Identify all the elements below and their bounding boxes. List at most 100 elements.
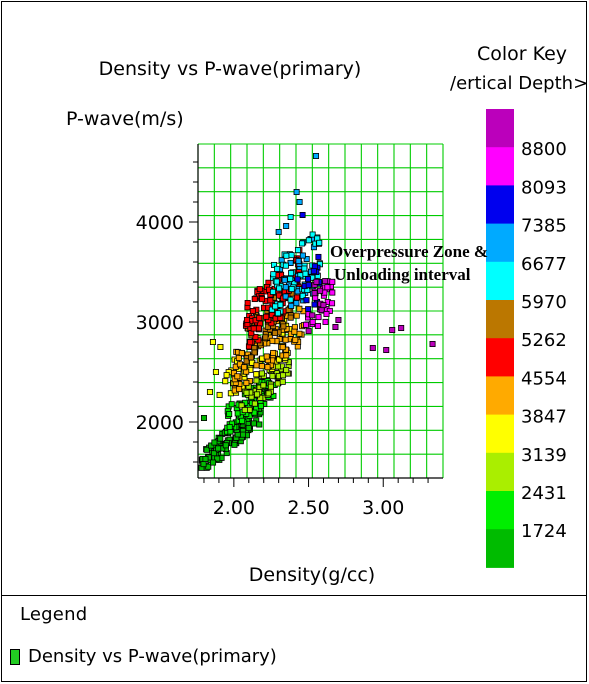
data-point bbox=[270, 349, 277, 356]
annotation-line-1: Overpressure Zone & bbox=[330, 242, 488, 261]
data-point bbox=[294, 247, 301, 254]
color-key-label: 8093 bbox=[521, 177, 567, 198]
data-point bbox=[210, 459, 217, 466]
data-point bbox=[305, 306, 312, 313]
data-point bbox=[251, 400, 258, 407]
data-point bbox=[253, 377, 260, 384]
annotation-line-2: Unloading interval bbox=[334, 265, 471, 284]
data-point bbox=[296, 305, 303, 312]
data-point bbox=[251, 296, 258, 303]
color-key-label: 2431 bbox=[521, 483, 567, 504]
data-point bbox=[315, 253, 322, 260]
legend-item: Density vs P-wave(primary) bbox=[10, 646, 277, 667]
data-point bbox=[273, 278, 280, 285]
color-key-label: 3847 bbox=[521, 407, 567, 428]
data-point bbox=[294, 276, 301, 283]
data-point bbox=[240, 431, 247, 438]
data-point bbox=[323, 310, 330, 317]
data-point bbox=[248, 354, 255, 361]
data-point bbox=[282, 284, 289, 291]
data-point bbox=[332, 323, 339, 330]
data-point bbox=[311, 263, 318, 270]
data-point bbox=[239, 417, 246, 424]
color-key-swatch bbox=[486, 529, 514, 568]
chart-title: Density vs P-wave(primary) bbox=[99, 58, 362, 80]
data-point bbox=[272, 303, 279, 310]
x-tick-label: 3.00 bbox=[362, 497, 404, 519]
x-tick-label: 2.50 bbox=[287, 497, 329, 519]
data-point bbox=[296, 198, 303, 205]
data-point bbox=[293, 312, 300, 319]
data-point bbox=[288, 286, 295, 293]
data-point bbox=[241, 364, 248, 371]
data-point bbox=[309, 312, 316, 319]
data-point bbox=[243, 379, 250, 386]
color-key-subtitle: /ertical Depth>(f bbox=[450, 73, 587, 94]
data-point bbox=[313, 278, 320, 285]
data-point bbox=[234, 373, 241, 380]
data-point bbox=[222, 442, 229, 449]
data-point bbox=[208, 442, 215, 449]
data-point bbox=[305, 276, 312, 283]
data-point bbox=[275, 228, 282, 235]
data-point bbox=[217, 343, 224, 350]
color-key-label: 4554 bbox=[521, 368, 567, 389]
data-point bbox=[245, 424, 252, 431]
plot-grid bbox=[197, 143, 444, 479]
data-point bbox=[299, 240, 306, 247]
data-point bbox=[257, 403, 264, 410]
color-key-swatch bbox=[486, 223, 514, 263]
data-point bbox=[253, 362, 260, 369]
data-point bbox=[234, 410, 241, 417]
data-point bbox=[287, 213, 294, 220]
data-point bbox=[215, 445, 222, 452]
data-point bbox=[303, 321, 310, 328]
data-point bbox=[276, 285, 283, 292]
color-key-swatch bbox=[486, 452, 514, 492]
x-tick-label: 2.00 bbox=[213, 497, 255, 519]
data-point bbox=[228, 401, 235, 408]
data-point bbox=[231, 441, 238, 448]
data-point bbox=[223, 372, 230, 379]
y-tick-labels: 2000 3000 4000 bbox=[136, 212, 184, 434]
color-key-label: 7385 bbox=[521, 216, 567, 237]
data-point bbox=[305, 237, 312, 244]
data-point bbox=[247, 339, 254, 346]
legend-title: Legend bbox=[20, 604, 88, 625]
data-point bbox=[283, 222, 290, 229]
color-key-swatch bbox=[486, 109, 514, 148]
data-point bbox=[269, 337, 276, 344]
data-point bbox=[243, 389, 250, 396]
data-point bbox=[263, 313, 270, 320]
data-point bbox=[274, 380, 281, 387]
data-point bbox=[299, 211, 306, 218]
data-point bbox=[311, 290, 318, 297]
data-point bbox=[238, 402, 245, 409]
data-point bbox=[206, 388, 213, 395]
data-point bbox=[259, 296, 266, 303]
data-point bbox=[252, 333, 259, 340]
data-point bbox=[249, 308, 256, 315]
data-point bbox=[256, 286, 263, 293]
data-point bbox=[209, 338, 216, 345]
data-point bbox=[211, 439, 218, 446]
data-point bbox=[335, 316, 342, 323]
data-point bbox=[236, 386, 243, 393]
data-point bbox=[429, 340, 436, 347]
data-point bbox=[274, 363, 281, 370]
data-point bbox=[230, 370, 237, 377]
data-point bbox=[305, 282, 312, 289]
data-point bbox=[309, 231, 316, 238]
data-point bbox=[310, 268, 317, 275]
data-point bbox=[256, 314, 263, 321]
plot-axes bbox=[189, 144, 443, 487]
data-point bbox=[243, 316, 250, 323]
data-point bbox=[279, 378, 286, 385]
data-point bbox=[369, 344, 376, 351]
data-point bbox=[322, 318, 329, 325]
color-key-swatch bbox=[486, 300, 514, 339]
data-point bbox=[203, 446, 210, 453]
data-point bbox=[282, 293, 289, 300]
data-point bbox=[292, 336, 299, 343]
data-point bbox=[326, 307, 333, 314]
